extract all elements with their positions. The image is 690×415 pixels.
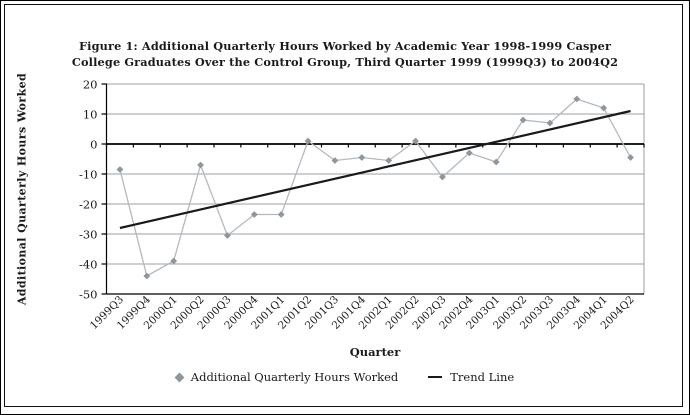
figure-title: Figure 1: Additional Quarterly Hours Wor… [1, 38, 689, 70]
data-point-marker [439, 173, 446, 181]
y-tick-label: -50 [79, 287, 98, 301]
y-tick-label: -10 [79, 167, 98, 181]
data-point-marker [412, 137, 419, 145]
series-diamond-marker-icon [174, 372, 185, 382]
data-point-marker [116, 166, 124, 173]
figure-title-line-2: College Graduates Over the Control Group… [71, 55, 619, 69]
data-point-marker [170, 257, 178, 265]
figure-title-line-1: Figure 1: Additional Quarterly Hours Wor… [78, 39, 612, 53]
data-point-marker [465, 149, 473, 157]
data-point-marker [519, 116, 527, 124]
data-point-marker [358, 154, 366, 161]
data-point-marker [143, 272, 151, 280]
data-point-marker [304, 137, 312, 145]
legend-trend-label: Trend Line [450, 370, 515, 384]
data-point-marker [546, 119, 554, 127]
trend-line [119, 109, 631, 230]
legend-series-label: Additional Quarterly Hours Worked [190, 370, 399, 384]
y-tick-label: -20 [79, 197, 98, 211]
data-point-marker [331, 157, 339, 164]
data-point-marker [573, 95, 581, 103]
data-point-marker [197, 161, 204, 169]
data-point-marker [224, 232, 231, 239]
y-tick-label: -40 [79, 257, 98, 271]
y-tick-label: 10 [83, 107, 98, 121]
legend-item-trend: Trend Line [428, 370, 514, 384]
legend-item-series: Additional Quarterly Hours Worked [174, 370, 399, 384]
y-tick-label: 0 [90, 137, 97, 151]
data-point-marker [385, 157, 393, 164]
data-point-marker [627, 154, 634, 161]
chart-legend: Additional Quarterly Hours Worked Trend … [1, 370, 689, 384]
trend-line-icon [428, 375, 443, 379]
y-tick-label: -30 [79, 227, 98, 241]
y-axis-title: Additional Quarterly Hours Worked [15, 72, 29, 306]
y-tick-label: 20 [83, 77, 98, 91]
data-point-marker [492, 158, 500, 166]
data-point-marker [600, 104, 608, 112]
data-point-marker [277, 211, 285, 218]
series-line [119, 98, 632, 277]
x-axis-title: Quarter [349, 345, 401, 359]
